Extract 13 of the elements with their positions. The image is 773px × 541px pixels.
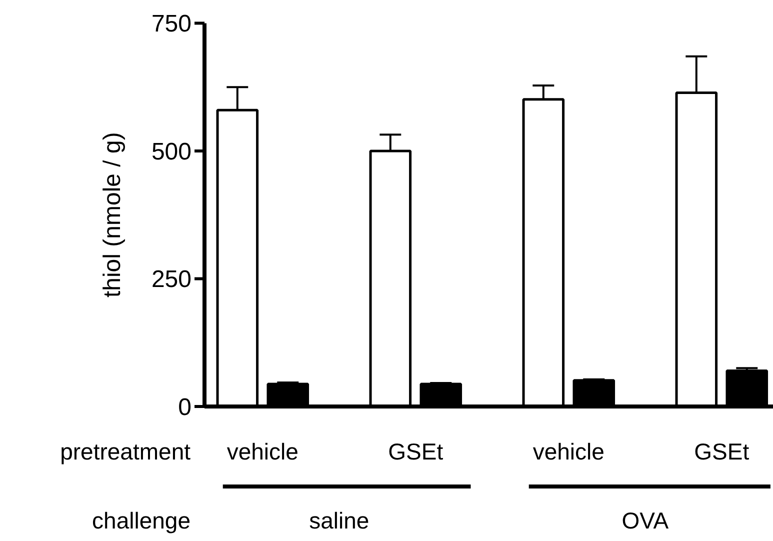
y-tick-label: 750	[151, 10, 192, 38]
x-tick-label: GSEt	[694, 438, 750, 464]
y-tick-label: 0	[178, 394, 192, 421]
x-tick-label: vehicle	[226, 438, 298, 464]
text: challenge	[92, 508, 190, 534]
text: pretreatment	[60, 438, 192, 464]
x-tick-label: GSEt	[388, 438, 444, 464]
y-tick-label: 250	[151, 266, 192, 294]
y-axis-title: thiol (nmole / g)	[99, 132, 126, 298]
text: saline	[309, 508, 370, 534]
text: OVA	[622, 508, 670, 534]
y-tick-label: 500	[151, 138, 192, 166]
x-tick-label: vehicle	[532, 438, 604, 464]
